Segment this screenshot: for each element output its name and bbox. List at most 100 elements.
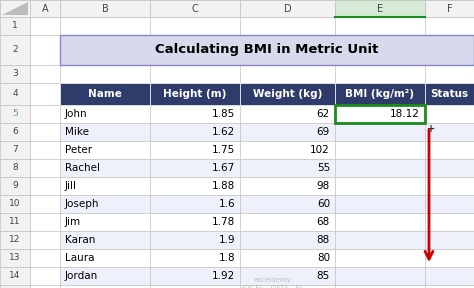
Bar (150, 177, 240, 195)
Bar (30, 17, 60, 35)
Bar (335, 83, 425, 105)
Bar (150, 141, 240, 159)
Bar (335, 249, 425, 267)
Bar (60, 267, 150, 285)
Bar (60, 105, 150, 123)
Bar (0, 0, 474, 17)
Bar (425, 65, 474, 83)
Text: 11: 11 (9, 217, 21, 226)
Text: D: D (283, 3, 292, 14)
Bar (240, 195, 335, 213)
Text: 1.6: 1.6 (219, 199, 235, 209)
Text: 1.8: 1.8 (219, 253, 235, 263)
Text: 1.62: 1.62 (212, 127, 235, 137)
Bar (240, 35, 335, 65)
Text: Jim: Jim (65, 217, 81, 227)
Bar (425, 177, 474, 195)
Text: +: + (427, 124, 435, 134)
Bar (0, 159, 30, 177)
Bar (0, 249, 30, 267)
Bar (60, 195, 150, 213)
Text: 6: 6 (12, 128, 18, 137)
Text: 9: 9 (12, 181, 18, 190)
Bar (240, 123, 335, 141)
Bar (425, 159, 474, 177)
Bar (335, 17, 425, 35)
Bar (60, 141, 150, 159)
Text: Joseph: Joseph (65, 199, 100, 209)
Bar (240, 83, 335, 105)
Bar (335, 159, 425, 177)
Bar (425, 267, 474, 285)
Text: Mike: Mike (65, 127, 89, 137)
Bar (150, 83, 240, 105)
Bar (150, 35, 240, 65)
Bar (240, 249, 335, 267)
Bar (425, 231, 474, 249)
Bar (335, 285, 425, 288)
Bar (30, 35, 60, 65)
Bar (30, 83, 60, 105)
Bar (0, 83, 30, 105)
Bar (60, 159, 150, 177)
Text: A: A (42, 3, 48, 14)
Bar (335, 195, 425, 213)
Bar (335, 177, 425, 195)
Bar (425, 267, 474, 285)
Bar (60, 65, 150, 83)
Text: 12: 12 (9, 236, 21, 245)
Bar (60, 35, 150, 65)
Text: Name: Name (88, 89, 122, 99)
Bar (150, 177, 240, 195)
Bar (30, 65, 60, 83)
Polygon shape (2, 2, 28, 15)
Bar (30, 141, 60, 159)
Bar (240, 177, 335, 195)
Bar (425, 123, 474, 141)
Bar (240, 195, 335, 213)
Text: Rachel: Rachel (65, 163, 100, 173)
Text: Height (m): Height (m) (164, 89, 227, 99)
Text: BMI (kg/m²): BMI (kg/m²) (346, 89, 414, 99)
Bar (30, 267, 60, 285)
Text: John: John (65, 109, 88, 119)
Bar (0, 35, 30, 65)
Bar (150, 123, 240, 141)
Bar (335, 123, 425, 141)
Text: 1.88: 1.88 (212, 181, 235, 191)
Bar (0, 17, 30, 35)
Bar (30, 0, 60, 17)
Bar (335, 267, 425, 285)
Bar (150, 213, 240, 231)
Bar (0, 231, 30, 249)
Text: 80: 80 (317, 253, 330, 263)
Bar (60, 123, 150, 141)
Text: 55: 55 (317, 163, 330, 173)
Bar (30, 177, 60, 195)
Bar (335, 195, 425, 213)
Bar (60, 17, 150, 35)
Text: 1.92: 1.92 (212, 271, 235, 281)
Text: 1.85: 1.85 (212, 109, 235, 119)
Bar (335, 0, 425, 17)
Bar (425, 141, 474, 159)
Bar (335, 65, 425, 83)
Bar (240, 17, 335, 35)
Text: 3: 3 (12, 69, 18, 79)
Bar (150, 65, 240, 83)
Bar (30, 105, 60, 123)
Text: exceldemy
EXCEL - DATA - BI: exceldemy EXCEL - DATA - BI (242, 277, 302, 288)
Bar (335, 123, 425, 141)
Bar (425, 105, 474, 123)
Text: Jill: Jill (65, 181, 77, 191)
Bar (150, 83, 240, 105)
Text: 88: 88 (317, 235, 330, 245)
Bar (425, 17, 474, 35)
Bar (150, 195, 240, 213)
Bar (335, 159, 425, 177)
Bar (335, 141, 425, 159)
Bar (150, 249, 240, 267)
Bar (0, 267, 30, 285)
Bar (425, 83, 474, 105)
Bar (425, 83, 474, 105)
